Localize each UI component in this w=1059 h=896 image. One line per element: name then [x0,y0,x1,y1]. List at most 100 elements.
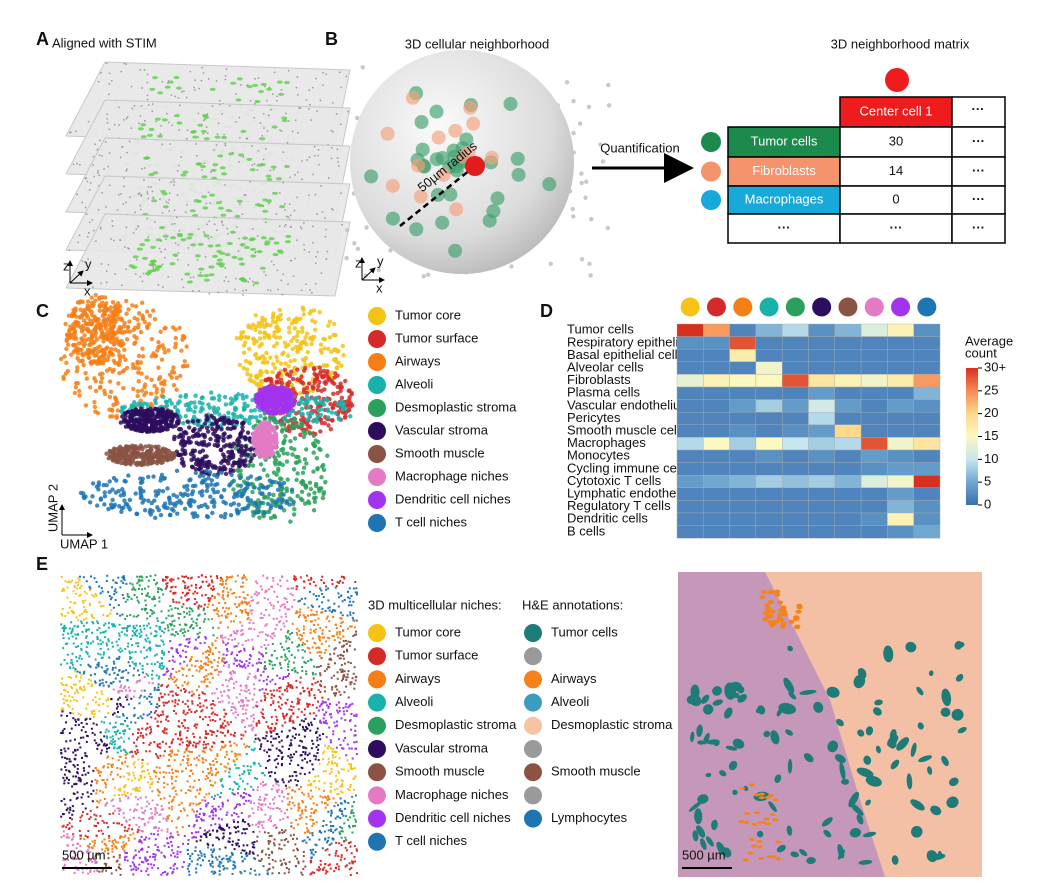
speck [194,89,196,91]
umap-point [134,335,139,341]
matrix-value: 30 [889,133,903,148]
umap-point [283,361,288,366]
speck [182,286,185,289]
green-cells [272,191,279,195]
umap-point [150,508,155,514]
speck [96,148,99,151]
speck [171,223,173,225]
umap-point [166,457,171,462]
cell-dot [126,629,129,632]
speck [224,144,227,147]
umap-point [254,373,259,379]
umap-point [98,496,104,501]
speck [164,256,166,259]
umap-point [171,492,176,498]
legend-label: Alveoli [395,376,433,391]
umap-point [138,476,143,481]
umap-point [155,348,160,353]
umap-point [326,423,331,428]
speck [322,71,324,74]
umap-point [242,489,247,494]
cell-dot [78,657,81,660]
heat-cell [860,361,888,375]
speck [206,132,209,134]
column-dot [759,297,779,317]
heat-cell [860,336,888,350]
umap-point [121,354,126,359]
umap-point [324,379,329,384]
umap-point [328,401,333,407]
umap-point [197,474,203,479]
umap-point [271,385,276,391]
umap-point [193,470,198,476]
umap-point [96,316,101,322]
green-cells [145,271,152,276]
speck [174,242,177,244]
speck [299,107,302,109]
umap-point [238,472,243,477]
speck [97,172,99,174]
green-cells [207,244,214,248]
speck [168,192,171,194]
umap-point [225,426,230,431]
umap-point [288,519,293,524]
green-cells [226,241,233,246]
umap-point [160,343,165,348]
bg-cell [577,121,583,126]
speck [119,156,122,159]
umap-point [138,360,144,365]
speck [201,169,203,171]
umap-point [133,407,139,413]
umap-point [106,456,111,461]
umap-point [292,326,298,331]
speck [276,95,278,98]
umap-point [77,393,82,398]
speck [243,194,246,196]
umap-point [90,494,95,499]
umap-point [102,309,107,315]
heat-cell [703,323,730,337]
umap-point [140,479,145,485]
umap-point [231,468,236,473]
umap-point [123,501,129,507]
cell-dot [161,871,164,874]
bg-cell [583,195,588,200]
cell [443,187,458,202]
speck [170,181,172,183]
umap-point [227,434,233,439]
umap-point [311,469,316,474]
umap-point [160,380,165,386]
cell-dot [248,621,251,624]
cell-dot [300,871,303,874]
cell [449,202,464,217]
speck [266,130,269,132]
speck [111,79,113,82]
umap-point [71,343,77,348]
speck [113,239,115,242]
speck [70,131,72,133]
cell-dot [220,670,223,673]
green-cells [184,272,191,276]
umap-point [111,311,116,317]
cell-dot [348,862,351,865]
umap-point [196,458,201,464]
umap-point [255,443,260,449]
umap-point [318,412,324,418]
speck [202,72,205,74]
cell-dot [126,859,129,862]
cell [448,123,463,138]
heat-cell [808,323,835,337]
umap-point [261,435,266,440]
cell [463,100,478,115]
umap-point [132,315,137,321]
cell-dot [133,667,136,670]
cell-dot [188,637,191,640]
green-cells [203,274,210,278]
umap-point [202,421,208,426]
bg-cell [571,130,576,136]
umap-point [174,387,179,392]
umap-point [259,500,264,505]
umap-point [295,493,300,499]
speck [215,80,218,82]
heat-cell [782,462,809,476]
